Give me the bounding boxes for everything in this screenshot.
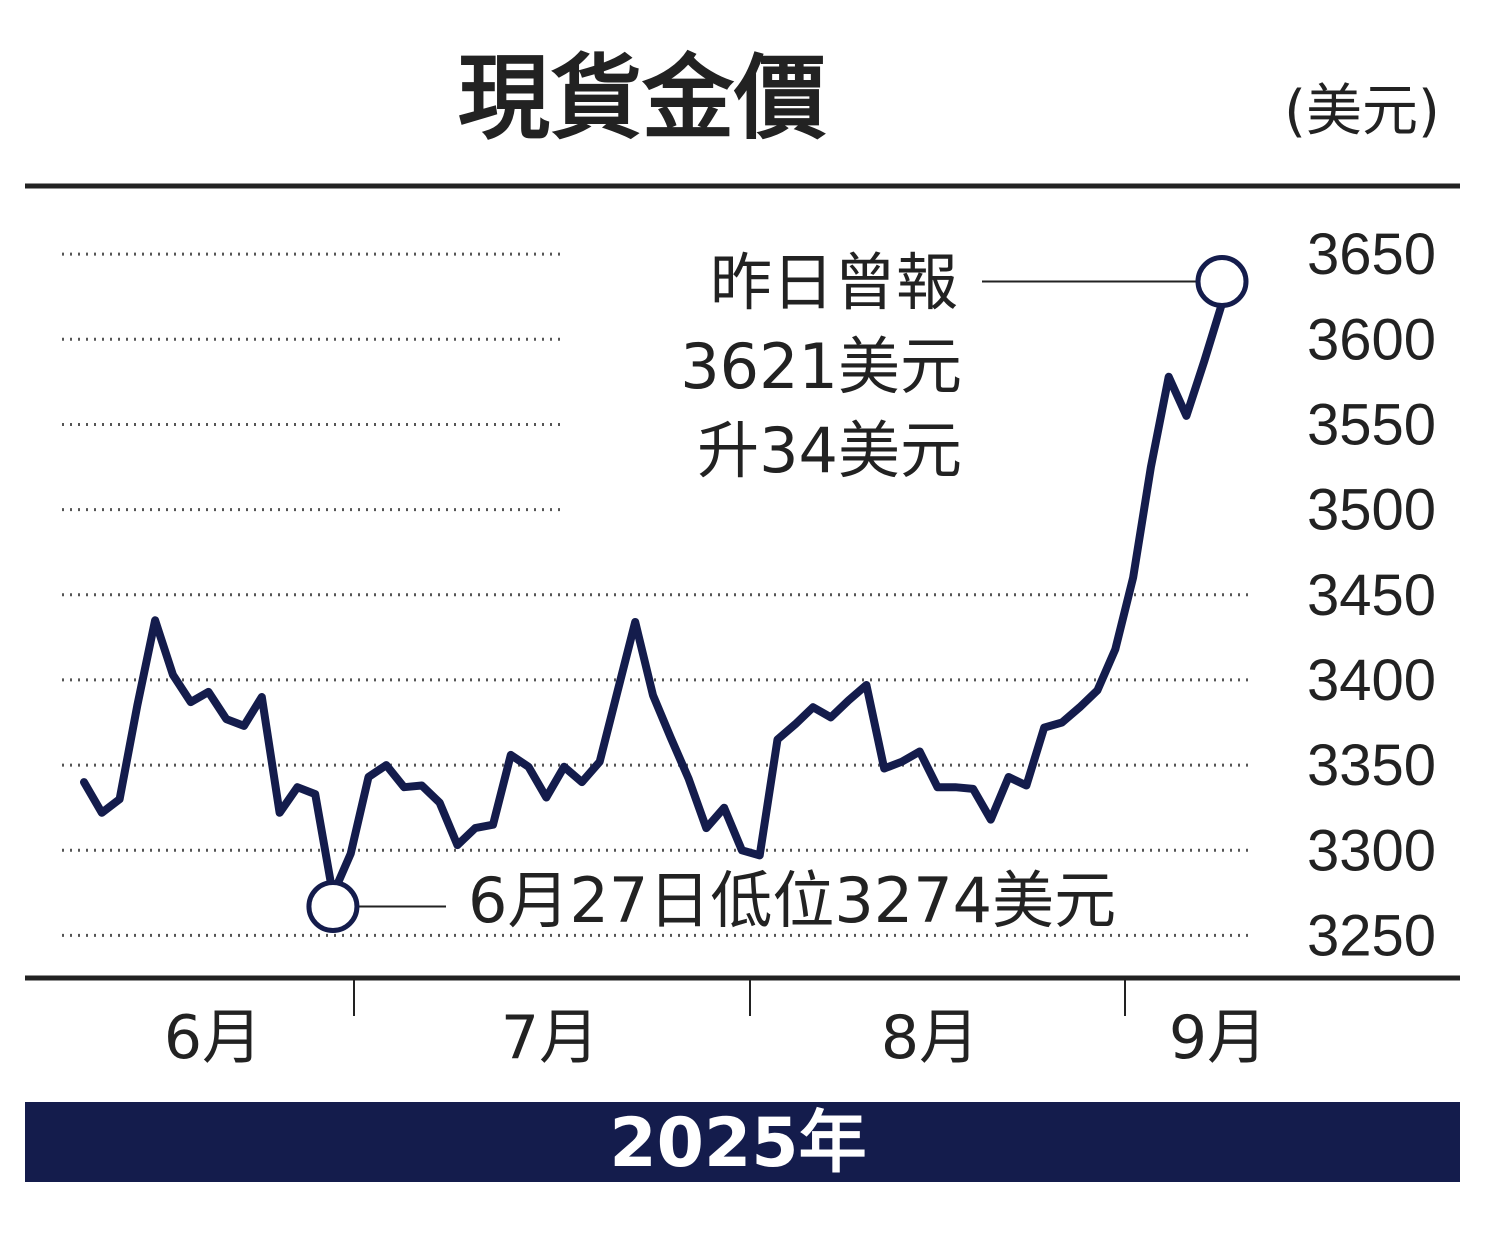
low-point-marker [306,880,360,934]
y-tick-label: 3300 [1307,818,1436,883]
x-tick-month: 8月 [881,1003,979,1073]
unit-label: (美元) [1284,79,1440,144]
gridlines [62,252,1250,937]
high-annotation-line-3: 升34美元 [697,414,962,487]
year-label: 2025年 [609,1104,866,1183]
high-annotation-line-1: 昨日曾報 [710,246,958,319]
y-tick-label: 3350 [1307,733,1436,798]
y-tick-label: 3600 [1307,307,1436,372]
x-axis-months: 6月 7月 8月 9月 [164,1003,1267,1073]
high-annotation-line-2: 3621美元 [680,330,962,403]
x-tick-month: 9月 [1169,1003,1267,1073]
chart-title: 現貨金價 [458,45,826,152]
y-tick-label: 3450 [1307,563,1436,628]
month-separators [353,980,1126,1016]
low-annotation: 6月27日低位3274美元 [468,864,1116,937]
year-band [25,1102,1460,1182]
y-tick-label: 3250 [1307,903,1436,968]
x-tick-month: 7月 [501,1003,599,1073]
y-tick-label: 3550 [1307,392,1436,457]
x-tick-month: 6月 [164,1003,262,1073]
y-axis-ticks: 3650 3600 3550 3500 3450 3400 3350 3300 3250 [1307,222,1436,968]
y-tick-label: 3500 [1307,478,1436,543]
y-tick-label: 3400 [1307,648,1436,713]
price-line [80,299,1226,899]
high-point-marker [1195,255,1249,309]
y-tick-label: 3650 [1307,222,1436,287]
